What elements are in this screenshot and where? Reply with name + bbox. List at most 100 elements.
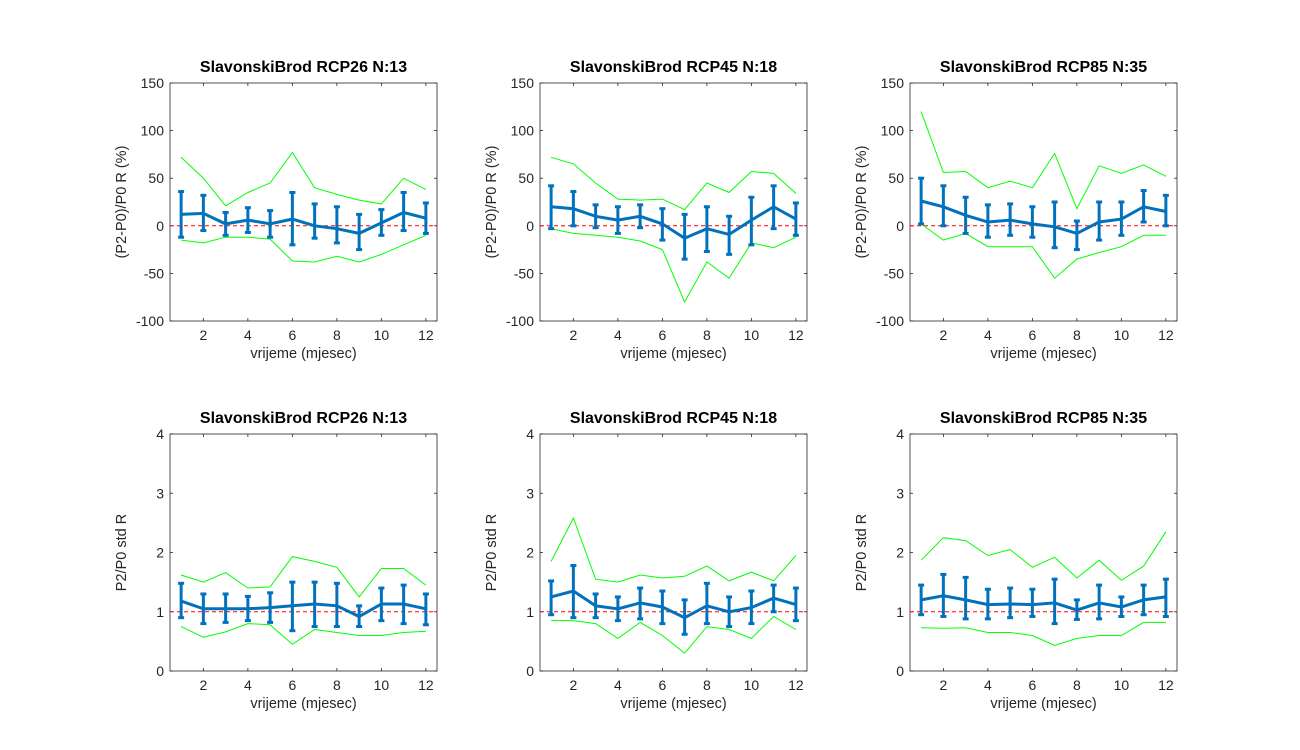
mean-line <box>550 205 797 240</box>
y-axis-label: (P2-P0)/P0 R (%) <box>854 146 870 259</box>
y-tick-label: 4 <box>526 426 534 442</box>
x-tick-label: 4 <box>614 327 622 343</box>
upper-bound-line <box>550 516 797 583</box>
x-tick-label: 6 <box>658 677 666 693</box>
mean-line <box>920 199 1167 236</box>
mean-line <box>550 589 797 620</box>
mean-line <box>180 599 427 619</box>
x-tick-label: 12 <box>1158 677 1174 693</box>
upper-bound-line <box>920 111 1167 210</box>
axes-box <box>169 433 438 672</box>
axes-box <box>539 433 808 672</box>
lower-bound-line <box>181 234 427 263</box>
axes-box <box>909 433 1178 672</box>
y-tick-label: 4 <box>896 426 904 442</box>
lower-bound-line <box>551 615 797 654</box>
x-tick-label: 12 <box>788 677 804 693</box>
mean-line <box>920 594 1167 612</box>
x-axis-label: vrijeme (mjesec) <box>990 696 1096 712</box>
y-axis-label: (P2-P0)/P0 R (%) <box>484 146 500 259</box>
subplot-2: 2 4 6 8 10 12 -100 -50 0 50 100 150 SlavonskiBrod RC… <box>484 59 808 362</box>
axes-box <box>909 82 1178 322</box>
x-tick-label: 12 <box>418 677 434 693</box>
x-axis-label: vrijeme (mjesec) <box>620 696 726 712</box>
y-tick-label: -50 <box>514 265 534 281</box>
x-tick-label: 2 <box>569 327 577 343</box>
y-tick-label: -100 <box>876 313 904 329</box>
subplot-3: 2 4 6 8 10 12 -100 -50 0 50 100 150 SlavonskiBrod RC… <box>854 59 1178 362</box>
subplot-title: SlavonskiBrod RCP26 N:13 <box>200 59 407 76</box>
y-tick-label: 150 <box>141 75 165 91</box>
x-tick-label: 6 <box>658 327 666 343</box>
y-tick-label: -50 <box>884 265 904 281</box>
x-tick-label: 4 <box>984 327 992 343</box>
x-axis-label: vrijeme (mjesec) <box>990 346 1096 362</box>
subplot-title: SlavonskiBrod RCP85 N:35 <box>940 410 1147 427</box>
y-tick-label: -100 <box>506 313 534 329</box>
y-tick-label: 0 <box>896 218 904 234</box>
y-tick-label: 3 <box>526 485 534 501</box>
x-tick-label: 4 <box>244 677 252 693</box>
subplot-title: SlavonskiBrod RCP45 N:18 <box>570 59 777 76</box>
y-axis-label: P2/P0 std R <box>854 514 870 591</box>
y-tick-label: 50 <box>148 170 164 186</box>
x-tick-label: 8 <box>333 327 341 343</box>
x-tick-label: 12 <box>1158 327 1174 343</box>
x-tick-label: 6 <box>1028 677 1036 693</box>
y-tick-label: 3 <box>156 485 164 501</box>
x-tick-label: 8 <box>703 327 711 343</box>
axes-box <box>169 82 438 322</box>
lower-bound-line <box>180 623 426 645</box>
y-tick-label: 1 <box>156 604 164 620</box>
mean-line <box>181 210 427 235</box>
x-tick-label: 4 <box>984 677 992 693</box>
x-tick-label: 8 <box>1073 327 1081 343</box>
x-tick-label: 4 <box>614 677 622 693</box>
y-tick-label: 150 <box>511 75 535 91</box>
lower-bound-line <box>920 223 1166 279</box>
subplot-title: SlavonskiBrod RCP85 N:35 <box>940 59 1147 76</box>
y-tick-label: 100 <box>511 123 535 139</box>
y-tick-label: -100 <box>136 313 164 329</box>
x-tick-label: 2 <box>939 327 947 343</box>
y-tick-label: 2 <box>526 545 534 561</box>
axes-box <box>539 82 808 322</box>
y-axis-label: P2/P0 std R <box>114 514 130 591</box>
y-tick-label: 0 <box>526 663 534 679</box>
y-tick-label: 100 <box>141 123 165 139</box>
y-tick-label: 0 <box>156 663 164 679</box>
subplot-title: SlavonskiBrod RCP45 N:18 <box>570 410 777 427</box>
x-tick-label: 12 <box>418 327 434 343</box>
y-axis-label: P2/P0 std R <box>484 514 500 591</box>
y-tick-label: 0 <box>896 663 904 679</box>
x-tick-label: 10 <box>744 327 760 343</box>
x-tick-label: 6 <box>1028 327 1036 343</box>
y-axis-label: (P2-P0)/P0 R (%) <box>114 146 130 259</box>
x-tick-label: 10 <box>1114 327 1130 343</box>
x-tick-label: 2 <box>199 677 207 693</box>
x-tick-label: 2 <box>939 677 947 693</box>
y-tick-label: 2 <box>156 545 164 561</box>
y-tick-label: 1 <box>526 604 534 620</box>
y-tick-label: 150 <box>881 75 905 91</box>
x-tick-label: 10 <box>374 327 390 343</box>
subplot-1: 2 4 6 8 10 12 -100 -50 0 50 100 150 SlavonskiBrod RC… <box>114 59 438 362</box>
x-tick-label: 10 <box>374 677 390 693</box>
lower-bound-line <box>550 228 797 304</box>
y-tick-label: 0 <box>526 218 534 234</box>
y-tick-label: 50 <box>888 170 904 186</box>
x-tick-label: 2 <box>199 327 207 343</box>
lower-bound-line <box>921 621 1166 647</box>
upper-bound-line <box>180 556 427 598</box>
x-tick-label: 8 <box>333 677 341 693</box>
x-axis-label: vrijeme (mjesec) <box>250 696 356 712</box>
y-tick-label: -50 <box>144 265 164 281</box>
y-tick-label: 3 <box>896 485 904 501</box>
x-tick-label: 6 <box>288 677 296 693</box>
x-tick-label: 6 <box>288 327 296 343</box>
y-tick-label: 50 <box>518 170 534 186</box>
